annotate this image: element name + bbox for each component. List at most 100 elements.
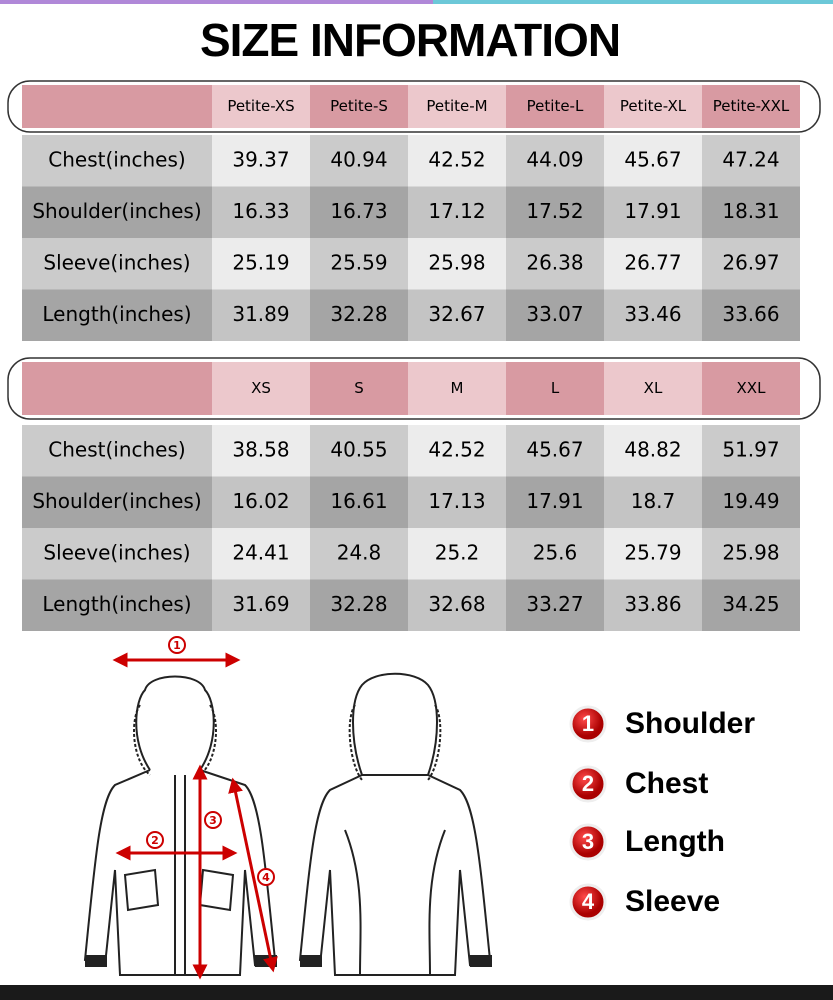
measurements: 1 2 3 4 [112,636,278,980]
legend-label: Length [625,825,725,858]
cell-value: 38.58 [232,437,289,461]
cell-value: 17.12 [428,199,485,223]
header-cell [22,85,212,128]
table-cell [604,289,702,341]
row-label: Sleeve(inches) [43,250,190,274]
table-cell [212,289,310,341]
top-bar [433,0,833,4]
table-cell [604,579,702,631]
cell-value: 48.82 [624,437,681,461]
title: SIZE INFORMATION [200,14,620,66]
table-cell [310,528,408,580]
cell-value: 26.38 [526,250,583,274]
cell-value: 16.61 [330,489,387,513]
table-cell [408,186,506,238]
row-label-cell [22,425,212,477]
header-cell [604,85,702,128]
cell-value: 39.37 [232,147,289,171]
table-cell [506,528,604,580]
cell-value: 33.27 [526,592,583,616]
cell-value: 16.73 [330,199,387,223]
legend-badge [569,823,607,861]
row-label: Shoulder(inches) [32,199,201,223]
column-header: Petite-XS [227,97,294,115]
cell-value: 18.31 [722,199,779,223]
table-cell [604,528,702,580]
table-cell [310,579,408,631]
header-cell [310,362,408,415]
table-cell [702,579,800,631]
jacket-back [298,672,492,976]
diagram-number: 4 [262,871,270,884]
table-cell [310,476,408,528]
column-header: XS [251,379,271,397]
row-label: Chest(inches) [48,147,185,171]
diagram-number: 2 [151,834,159,847]
legend-badge [569,883,607,921]
table-cell [310,238,408,290]
header-outline [7,357,821,420]
size-tables: Petite-XS Petite-S Petite-M Petite-L Petite-… [7,80,821,631]
cell-value: 33.86 [624,592,681,616]
header-cell [604,362,702,415]
table-cell [604,425,702,477]
column-header: XXL [737,379,767,397]
header-cell [506,362,604,415]
row-label-cell [22,579,212,631]
row-label: Chest(inches) [48,437,185,461]
cell-value: 25.98 [428,250,485,274]
cell-value: 32.67 [428,302,485,326]
cell-value: 32.68 [428,592,485,616]
row-label: Length(inches) [42,592,191,616]
diagram-badge [168,636,186,654]
bottom-bar [0,985,833,1000]
cell-value: 25.2 [435,540,480,564]
cell-value: 24.8 [337,540,382,564]
row-label: Sleeve(inches) [43,540,190,564]
table-cell [702,186,800,238]
legend-badge [569,705,607,743]
table-cell [604,135,702,187]
cell-value: 33.46 [624,302,681,326]
header-cell [310,85,408,128]
table-cell [408,238,506,290]
cell-value: 16.02 [232,489,289,513]
legend-number: 3 [582,829,594,854]
table-cell [506,425,604,477]
table-cell [604,238,702,290]
table-cell [408,528,506,580]
table-cell [408,425,506,477]
table-cell [702,289,800,341]
cell-value: 25.98 [722,540,779,564]
legend-label: Shoulder [625,707,755,740]
legend: 1 Shoulder 2 Chest 3 Length 4 Sleeve [569,705,755,921]
legend-number: 2 [582,771,594,796]
cell-value: 33.07 [526,302,583,326]
header-cell [212,362,310,415]
column-header: Petite-L [527,97,584,115]
cell-value: 26.97 [722,250,779,274]
table-cell [310,186,408,238]
legend-number: 1 [582,711,594,736]
table-cell [408,289,506,341]
header-outline [7,80,821,133]
column-header: Petite-XXL [713,97,790,115]
header-cell [22,362,212,415]
diagram-badge [204,811,222,829]
row-label-cell [22,238,212,290]
cell-value: 25.79 [624,540,681,564]
legend-number: 4 [582,889,595,914]
table-cell [702,238,800,290]
table-cell [212,528,310,580]
row-label: Length(inches) [42,302,191,326]
table-cell [604,186,702,238]
cell-value: 17.52 [526,199,583,223]
cell-value: 32.28 [330,592,387,616]
header-cell [408,362,506,415]
cell-value: 47.24 [722,147,779,171]
row-label-cell [22,289,212,341]
row-label-cell [22,135,212,187]
table-cell [506,135,604,187]
diagram-badge [257,868,275,886]
